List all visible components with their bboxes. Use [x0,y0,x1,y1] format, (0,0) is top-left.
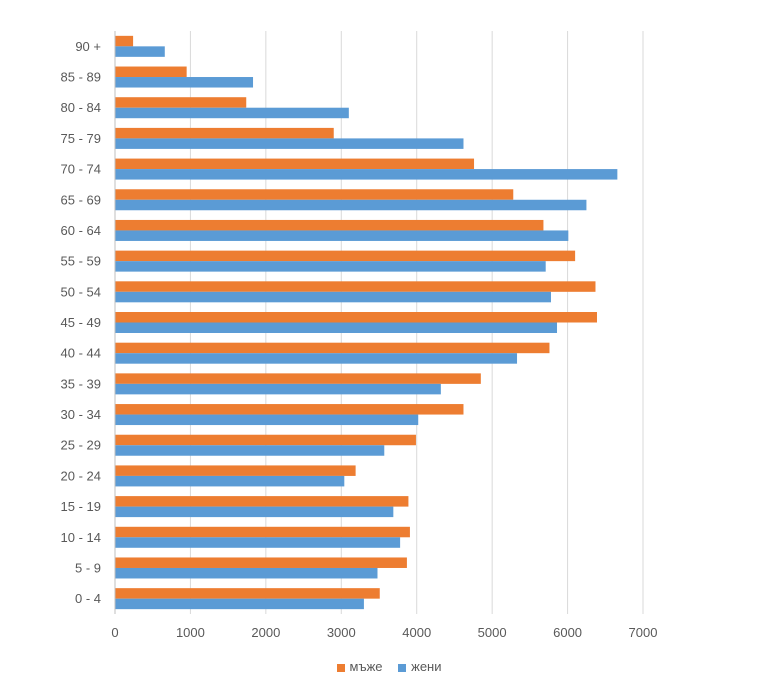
bar-men-15 [115,127,334,139]
bar-men-7 [115,373,481,384]
bar-men-11 [115,250,576,262]
x-tick-label: 6000 [553,625,582,640]
bar-women-13 [115,199,587,211]
legend-swatch-men [336,663,345,672]
bar-men-10 [115,281,596,292]
bar-men-16 [115,97,247,108]
x-tick-label: 4000 [402,625,431,640]
bar-men-3 [115,496,409,507]
bar-men-17 [115,66,187,78]
y-tick-label: 50 - 54 [61,284,101,299]
bar-women-5 [115,445,385,456]
y-tick-label: 0 - 4 [75,591,101,606]
y-tick-label: 20 - 24 [61,468,101,483]
bar-women-11 [115,261,546,272]
bar-women-16 [115,107,349,119]
legend-label-men: мъже [349,659,383,674]
bar-men-9 [115,312,597,323]
bar-women-0 [115,598,364,610]
bar-men-18 [115,35,134,47]
bar-women-14 [115,169,618,180]
bar-women-2 [115,537,401,548]
legend: мъже жени [0,659,778,674]
y-tick-label: 15 - 19 [61,499,101,514]
bar-men-1 [115,557,407,568]
bar-men-13 [115,189,514,200]
bar-men-4 [115,465,356,476]
bar-women-1 [115,567,378,579]
legend-label-women: жени [411,659,442,674]
y-tick-label: 25 - 29 [61,438,101,453]
y-tick-label: 60 - 64 [61,223,101,238]
bar-men-12 [115,219,544,231]
bar-women-10 [115,291,551,303]
bar-women-6 [115,414,419,426]
y-tick-label: 75 - 79 [61,131,101,146]
y-tick-label: 35 - 39 [61,376,101,391]
bar-women-18 [115,46,165,57]
y-tick-label: 85 - 89 [61,70,101,85]
bar-men-8 [115,342,550,354]
bar-women-8 [115,353,518,364]
bar-men-5 [115,434,416,446]
x-tick-label: 1000 [176,625,205,640]
bar-men-0 [115,588,380,599]
bar-women-4 [115,475,345,487]
y-tick-label: 30 - 34 [61,407,101,422]
bar-women-3 [115,506,394,518]
bar-women-15 [115,138,464,149]
bar-men-2 [115,526,410,538]
bar-men-14 [115,158,475,170]
bar-women-9 [115,322,558,333]
y-tick-label: 65 - 69 [61,192,101,207]
y-tick-label: 70 - 74 [61,162,101,177]
bar-women-12 [115,230,569,241]
bar-men-6 [115,404,464,415]
legend-item-women: жени [398,659,442,674]
x-tick-label: 2000 [251,625,280,640]
y-tick-label: 45 - 49 [61,315,101,330]
bar-women-17 [115,77,254,88]
y-tick-label: 55 - 59 [61,254,101,269]
legend-item-men: мъже [336,659,383,674]
x-tick-label: 0 [111,625,118,640]
x-tick-label: 3000 [327,625,356,640]
y-tick-label: 80 - 84 [61,100,101,115]
x-tick-label: 5000 [478,625,507,640]
y-tick-label: 40 - 44 [61,346,101,361]
bar-women-7 [115,383,441,395]
y-tick-label: 90 + [75,39,101,54]
x-tick-label: 7000 [629,625,658,640]
legend-swatch-women [398,663,407,672]
y-tick-label: 5 - 9 [75,560,101,575]
y-tick-label: 10 - 14 [61,530,101,545]
